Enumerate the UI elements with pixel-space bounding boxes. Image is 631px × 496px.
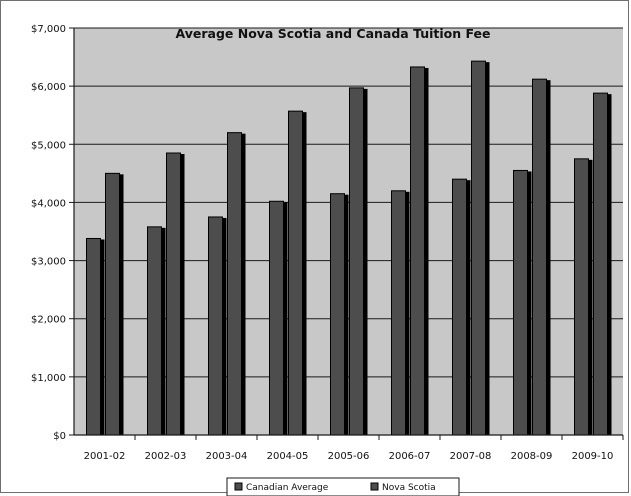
bar-shadow	[241, 133, 246, 435]
bar-nova-scotia	[410, 66, 425, 436]
y-tick-label: $4,000	[31, 198, 66, 209]
bar-nova-scotia	[349, 87, 364, 436]
bar-shadow	[100, 239, 105, 435]
bar-shadow	[363, 88, 368, 435]
bar-nova-scotia	[471, 60, 486, 436]
bar-shadow	[344, 194, 349, 435]
bar-canadian-average	[513, 169, 528, 436]
bar-shadow	[588, 159, 593, 436]
bar-shadow	[485, 62, 490, 436]
y-tick-label: $6,000	[31, 82, 66, 93]
y-tick-label: $2,000	[31, 315, 66, 326]
x-tick-label: 2003-04	[206, 451, 248, 462]
bar-shadow	[424, 67, 429, 435]
axes	[73, 28, 623, 436]
y-tick-label: $0	[53, 431, 66, 442]
x-tick-label: 2004-05	[267, 451, 309, 462]
x-tick-label: 2009-10	[572, 451, 614, 462]
bar-shadow	[466, 180, 471, 435]
bar-shadow	[546, 80, 551, 435]
bar-canadian-average	[147, 226, 162, 436]
bar-nova-scotia	[593, 92, 608, 436]
x-tick-label: 2006-07	[389, 451, 431, 462]
legend: Canadian Average Nova Scotia	[226, 477, 460, 496]
x-tick-label: 2008-09	[511, 451, 553, 462]
y-tick-label: $5,000	[31, 140, 66, 151]
y-tick-labels: $0 $1,000 $2,000 $3,000 $4,000 $5,000 $6,000 $7…	[31, 24, 66, 442]
bar-shadow	[405, 191, 410, 435]
bar-shadow	[119, 174, 124, 435]
bar-shadow	[607, 94, 612, 436]
x-tick-label: 2002-03	[145, 451, 187, 462]
bar-shadow	[283, 202, 288, 435]
y-tick-label: $1,000	[31, 373, 66, 384]
legend-label: Canadian Average	[246, 483, 329, 493]
legend-box	[226, 477, 460, 496]
chart-title: Average Nova Scotia and Canada Tuition F…	[176, 26, 491, 41]
bar-nova-scotia	[288, 110, 303, 436]
x-tick-label: 2007-08	[450, 451, 492, 462]
bar-shadow	[302, 112, 307, 435]
bar-canadian-average	[574, 158, 589, 436]
bar-shadow	[180, 154, 185, 435]
x-tick-label: 2001-02	[84, 451, 126, 462]
legend-swatch	[370, 482, 379, 491]
bar-canadian-average	[208, 216, 223, 436]
bar-shadow	[222, 217, 227, 435]
bar-nova-scotia	[166, 152, 181, 436]
bar-canadian-average	[391, 190, 406, 436]
bar-canadian-average	[330, 193, 345, 436]
bar-canadian-average	[452, 178, 467, 436]
bar-nova-scotia	[227, 132, 242, 436]
x-tick-labels: 2001-02 2002-03 2003-04 2004-05 2005-06 2006-…	[84, 435, 624, 462]
bar-nova-scotia	[532, 78, 547, 436]
y-tick-label: $3,000	[31, 257, 66, 268]
bar-shadow	[161, 227, 166, 435]
bar-canadian-average	[269, 200, 284, 436]
bar-canadian-average	[86, 237, 101, 436]
legend-label: Nova Scotia	[382, 483, 436, 493]
bar-shadow	[527, 171, 532, 435]
y-tick-label: $7,000	[31, 24, 66, 35]
legend-swatch	[234, 482, 243, 491]
bar-nova-scotia	[105, 172, 120, 436]
x-tick-label: 2005-06	[328, 451, 370, 462]
